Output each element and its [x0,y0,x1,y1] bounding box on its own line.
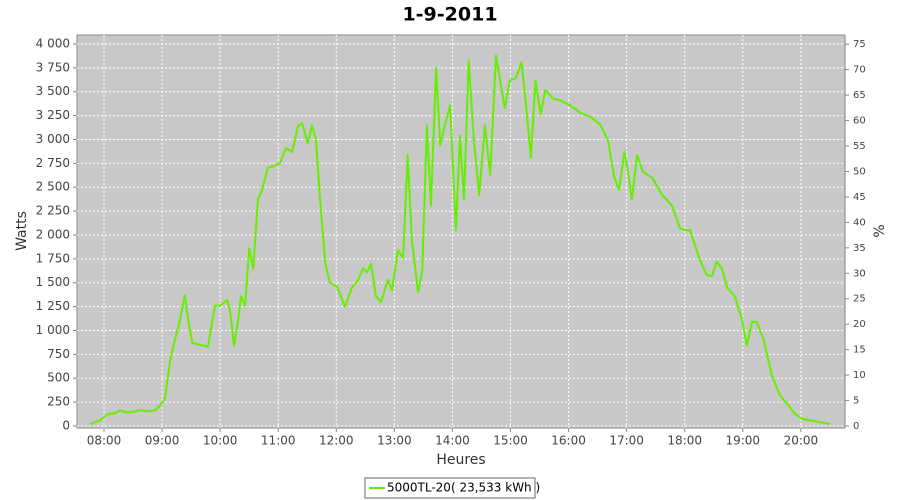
y2-tick-label: 15 [853,345,866,356]
x-tick-label: 11:00 [261,434,296,448]
y-tick-label: 3 250 [36,108,70,122]
x-tick-label: 19:00 [725,434,760,448]
y-tick-label: 1 750 [36,251,70,265]
y2-tick-label: 50 [853,166,866,177]
y2-tick-label: 70 [853,65,866,76]
x-tick-label: 14:00 [435,434,470,448]
y-tick-label: 3 750 [36,60,70,74]
y2-tick-label: 20 [853,319,866,330]
y2-tick-label: 25 [853,294,866,305]
x-tick-label: 12:00 [319,434,354,448]
series-line [89,54,831,426]
y2-tick-label: 60 [853,116,866,127]
x-tick-label: 10:00 [203,434,238,448]
y-tick-label: 500 [47,371,70,385]
y2-axis-label: % [872,224,888,237]
y-tick-label: 2 750 [36,156,70,170]
x-tick-label: 18:00 [667,434,702,448]
y2-tick-label: 0 [853,421,859,432]
x-tick-label: 13:00 [377,434,412,448]
y2-tick-label: 30 [853,268,866,279]
y-tick-label: 1 250 [36,299,70,313]
y2-tick-label: 35 [853,243,866,254]
y2-tick-label: 75 [853,39,866,50]
y-tick-label: 3 500 [36,84,70,98]
y2-tick-label: 10 [853,370,866,381]
y-tick-label: 3 000 [36,132,70,146]
x-tick-label: 17:00 [609,434,644,448]
y-tick-label: 750 [47,347,70,361]
x-tick-label: 08:00 [87,434,122,448]
y2-tick-label: 55 [853,141,866,152]
y-tick-label: 0 [62,418,70,432]
x-tick-label: 09:00 [145,434,180,448]
chart-title: 1-9-2011 [402,4,497,26]
x-tick-label: 20:00 [784,434,819,448]
legend-label: 5000TL-20( 23,533 kWh ) [387,481,540,495]
y-tick-label: 2 500 [36,180,70,194]
y-tick-label: 250 [47,395,70,409]
y2-tick-label: 45 [853,192,866,203]
y-tick-label: 2 250 [36,204,70,218]
x-tick-label: 15:00 [493,434,528,448]
plot-area [76,34,846,429]
y2-tick-label: 40 [853,217,866,228]
x-axis-label: Heures [436,452,485,468]
y-tick-label: 4 000 [36,36,70,50]
x-tick-label: 16:00 [551,434,586,448]
y2-tick-label: 65 [853,90,866,101]
legend-box [364,477,536,499]
y-axis-label: Watts [14,211,30,251]
y-tick-label: 1 500 [36,275,70,289]
y2-tick-label: 5 [853,396,859,407]
y-tick-label: 2 000 [36,227,70,241]
y-tick-label: 1 000 [36,323,70,337]
